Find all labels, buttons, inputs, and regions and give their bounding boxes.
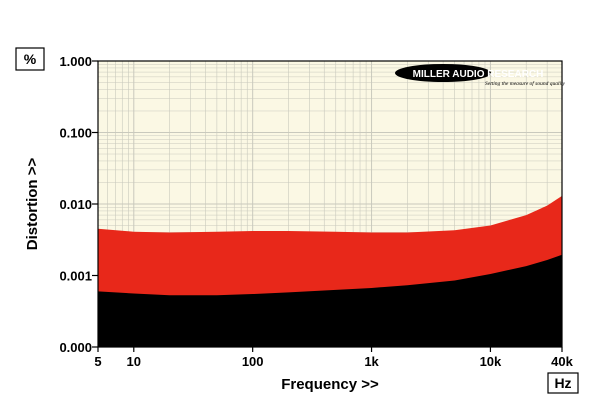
x-unit-label: Hz [554,375,571,391]
series-layer [98,195,562,347]
y-tick-label: 1.000 [59,54,92,69]
logo-tagline: Setting the measure of sound quality [485,80,566,87]
series-area-2 [98,254,562,347]
y-tick-label: 0.000 [59,340,92,355]
x-tick-label: 10 [127,354,141,369]
x-tick-label: 10k [480,354,502,369]
y-unit-box: % [15,47,45,71]
y-tick-label: 0.100 [59,126,92,141]
y-tick-labels: 0.000 0.001 0.010 0.100 1.000 [59,54,92,355]
logo-name: MILLER AUDIO RESEARCH [413,69,544,80]
x-axis-title: Frequency >> [281,376,379,393]
y-axis-title: Distortion >> [24,158,41,251]
x-tick-label: 1k [364,354,379,369]
x-tick-label: 40k [551,354,573,369]
company-logo: MILLER AUDIO RESEARCH Setting the measur… [395,64,566,87]
tick-marks [92,60,563,352]
y-tick-label: 0.010 [59,197,92,212]
y-unit-label: % [24,51,37,67]
x-unit-box: Hz [547,372,579,394]
x-tick-labels: 5 10 100 1k 10k 40k [94,354,573,369]
x-tick-label: 100 [242,354,264,369]
x-tick-label: 5 [94,354,101,369]
y-tick-label: 0.001 [59,269,92,284]
logo-oval [395,64,491,82]
